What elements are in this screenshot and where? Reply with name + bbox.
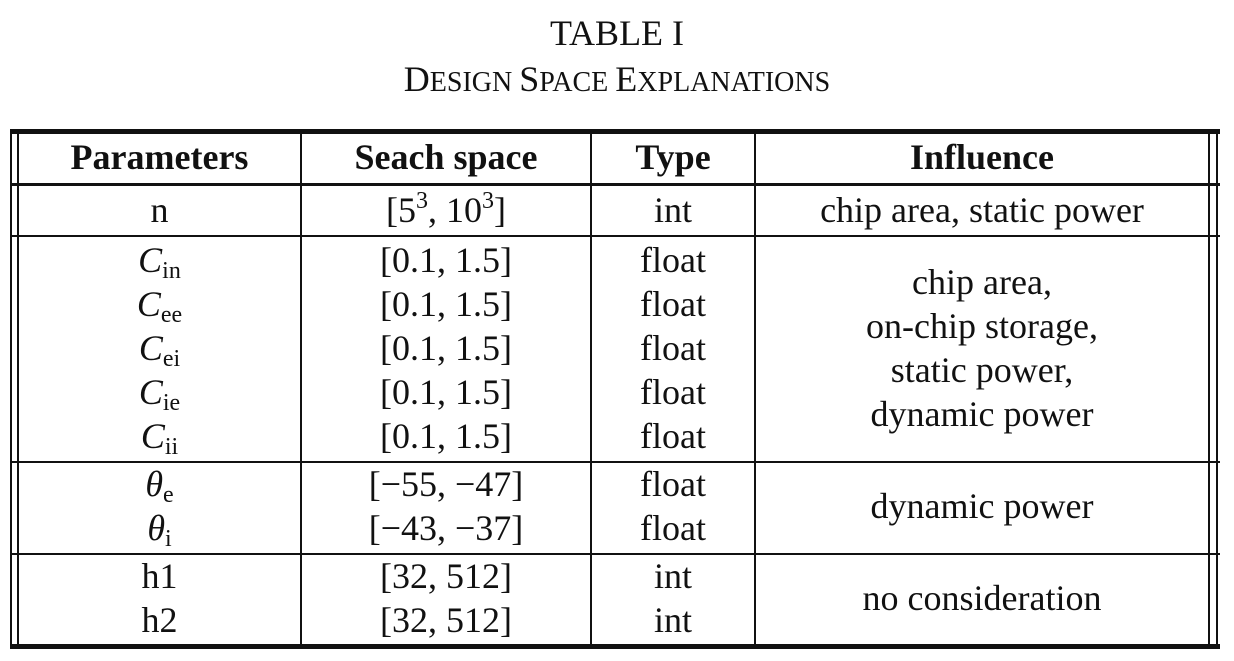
param-theta-e: θe xyxy=(145,464,174,508)
table-title: DESIGN SPACE EXPLANATIONS xyxy=(0,58,1234,104)
type-c-ee: float xyxy=(640,284,706,324)
influence-n: chip area, static power xyxy=(820,190,1144,230)
type-c-in: float xyxy=(640,240,706,280)
space-theta-i: [−43, −37] xyxy=(368,508,524,548)
influence-c-line: chip area, xyxy=(912,262,1052,302)
influence-c-line: on-chip storage, xyxy=(866,306,1098,346)
design-space-table: Parameters Seach space Type Influence n … xyxy=(10,129,1220,651)
table-label: TABLE I xyxy=(549,13,685,53)
param-c-ei: Cei xyxy=(138,328,181,372)
param-h2: h2 xyxy=(141,600,178,640)
title-rest: ESIGN xyxy=(429,67,520,98)
type-theta-i: float xyxy=(640,508,706,548)
param-h1: h1 xyxy=(141,556,178,596)
header-parameters: Parameters xyxy=(70,137,249,177)
param-c-ee: Cee xyxy=(136,284,183,328)
space-c-in: [0.1, 1.5] xyxy=(380,240,512,280)
space-c-ei: [0.1, 1.5] xyxy=(380,328,512,368)
influence-h: no consideration xyxy=(862,578,1102,618)
param-c-ii: Cii xyxy=(140,416,179,460)
type-c-ie: float xyxy=(640,372,706,412)
influence-c-line: static power, xyxy=(890,350,1074,390)
space-n: [53, 103] xyxy=(386,188,506,230)
title-rest: PACE xyxy=(539,67,616,98)
space-theta-e: [−55, −47] xyxy=(368,464,524,504)
influence-c-line: dynamic power xyxy=(870,394,1094,434)
type-theta-e: float xyxy=(640,464,706,504)
type-h1: int xyxy=(653,556,692,596)
space-h1: [32, 512] xyxy=(380,556,512,596)
influence-theta: dynamic power xyxy=(870,486,1094,526)
param-c-ie: Cie xyxy=(138,372,181,416)
header-search-space: Seach space xyxy=(354,137,538,177)
type-n: int xyxy=(653,190,692,230)
title-initial: E xyxy=(615,59,638,99)
param-c-in: Cin xyxy=(138,240,181,284)
space-c-ii: [0.1, 1.5] xyxy=(380,416,512,456)
title-initial: S xyxy=(519,59,540,99)
type-h2: int xyxy=(653,600,692,640)
title-rest: XPLANATIONS xyxy=(637,67,831,98)
param-n: n xyxy=(150,190,169,230)
param-theta-i: θi xyxy=(147,508,172,552)
header-type: Type xyxy=(635,137,711,177)
space-c-ee: [0.1, 1.5] xyxy=(380,284,512,324)
header-influence: Influence xyxy=(910,137,1054,177)
space-h2: [32, 512] xyxy=(380,600,512,640)
type-c-ii: float xyxy=(640,416,706,456)
title-initial: D xyxy=(403,59,430,99)
type-c-ei: float xyxy=(640,328,706,368)
space-c-ie: [0.1, 1.5] xyxy=(380,372,512,412)
table-rules xyxy=(10,129,1220,649)
